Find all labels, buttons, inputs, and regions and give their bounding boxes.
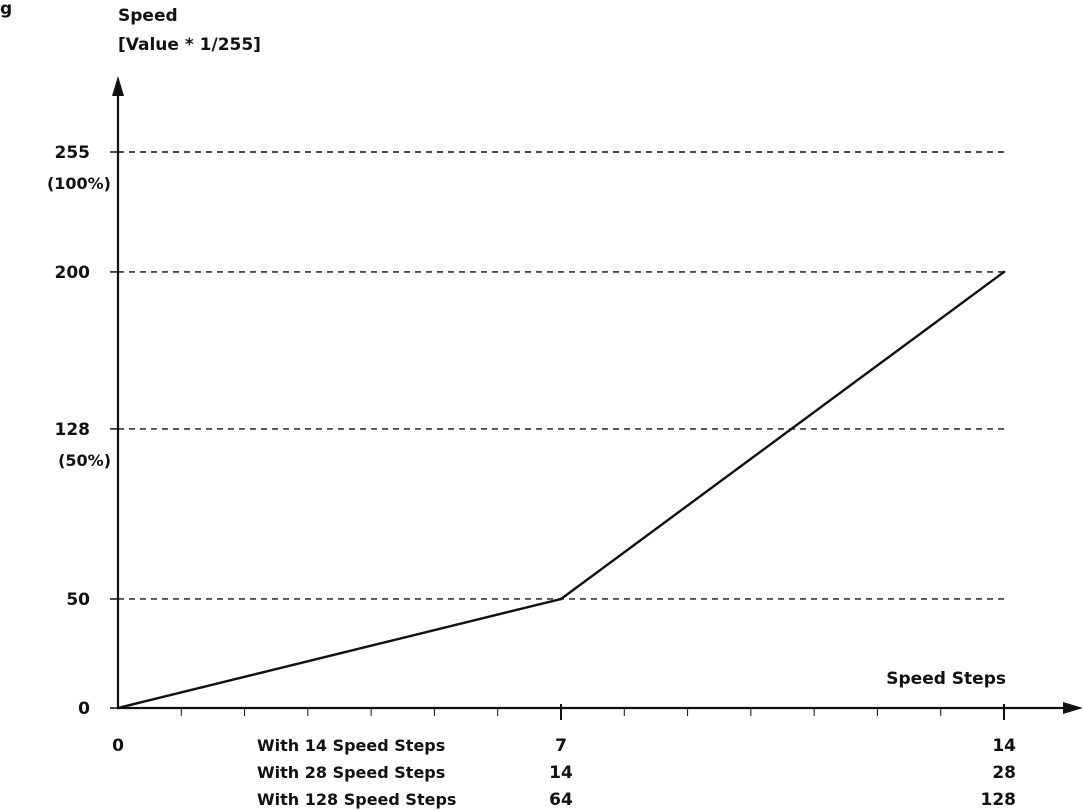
x-row-value: 14 [992, 736, 1016, 756]
x-axis-title: Speed Steps [886, 669, 1006, 689]
caption-fragment: g [0, 0, 12, 19]
y-tick-labels: 0 50 128 (50%) 200 255 (100%) [47, 143, 118, 719]
y-tick-label-200: 200 [55, 263, 91, 283]
x-axis-arrow-icon [1063, 702, 1083, 714]
speed-curve-point [1002, 270, 1006, 274]
y-axis-title-line2: [Value * 1/255] [118, 35, 261, 55]
speed-curve-point [116, 706, 120, 710]
y-tick-sublabel-255: (100%) [47, 174, 111, 193]
x-row-value: 14 [549, 763, 573, 783]
x-label-rows: With 14 Speed Steps 7 14 With 28 Speed Step… [257, 736, 1016, 810]
x-row-value: 128 [981, 790, 1017, 810]
y-tick-label-128: 128 [55, 420, 91, 440]
x-minor-ticks [180, 704, 1005, 720]
y-axis-title-line1: Speed [118, 6, 178, 26]
y-axis-arrow-icon [112, 76, 124, 96]
x-tick-label-0: 0 [112, 736, 124, 756]
x-row-value: 28 [992, 763, 1016, 783]
speed-curve-point [559, 597, 563, 601]
y-tick-sublabel-128: (50%) [58, 451, 111, 470]
y-tick-label-0: 0 [78, 699, 90, 719]
x-row-value: 7 [555, 736, 567, 756]
x-row-name: With 28 Speed Steps [257, 763, 445, 782]
y-tick-label-255: 255 [55, 143, 91, 163]
x-row-value: 64 [549, 790, 573, 810]
series [116, 270, 1006, 710]
speed-curve-line [117, 270, 1005, 710]
x-row-name: With 14 Speed Steps [257, 736, 445, 755]
grid-lines [118, 151, 1004, 600]
x-row-name: With 128 Speed Steps [257, 790, 456, 809]
y-tick-label-50: 50 [66, 590, 90, 610]
